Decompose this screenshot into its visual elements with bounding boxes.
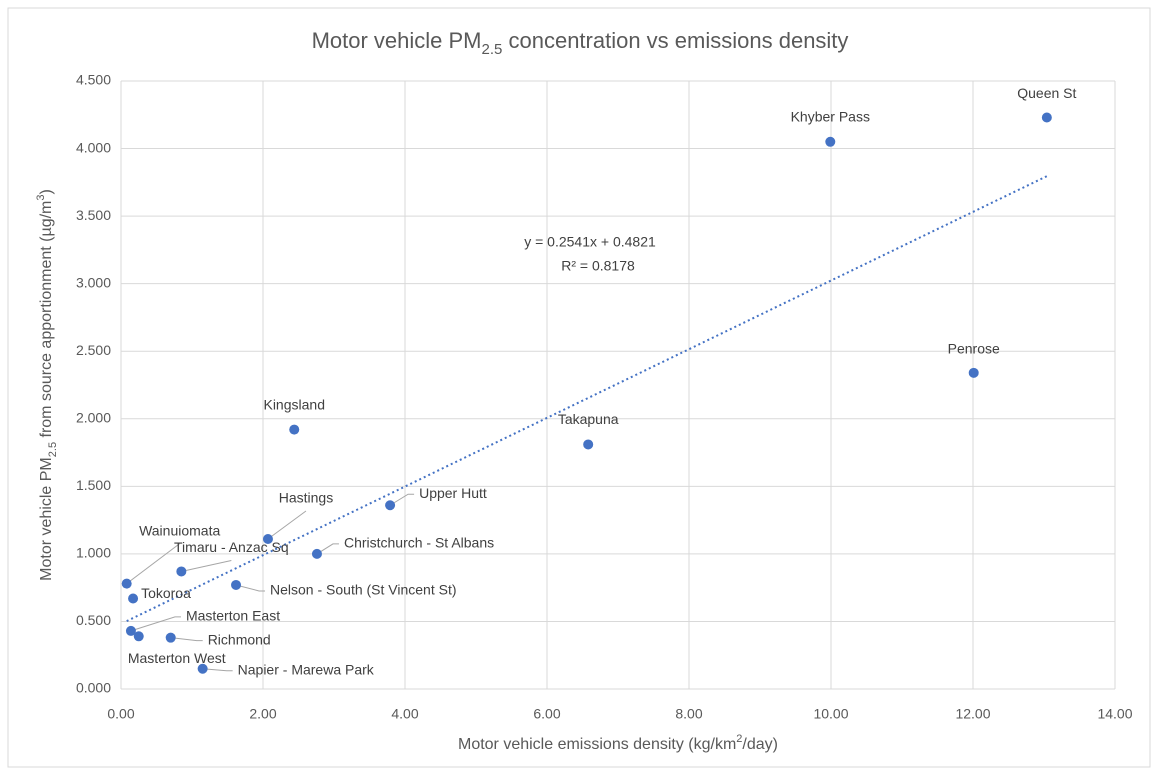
ylabel-part: ) — [38, 189, 55, 194]
y-tick-label: 3.500 — [76, 207, 111, 223]
point-label: Takapuna — [558, 411, 619, 427]
trendline-equation: y = 0.2541x + 0.4821 — [524, 234, 656, 250]
y-tick-label: 1.000 — [76, 545, 111, 561]
y-tick-label: 1.500 — [76, 477, 111, 493]
y-tick-label: 2.000 — [76, 409, 111, 425]
point — [176, 566, 187, 577]
leader-line — [235, 584, 266, 592]
point-label: Hastings — [279, 490, 333, 506]
y-tick-label: 0.500 — [76, 612, 111, 628]
point — [385, 500, 396, 511]
point — [231, 579, 242, 590]
point-label: Masterton West — [128, 650, 226, 666]
y-tick-label: 2.500 — [76, 342, 111, 358]
point — [197, 663, 208, 674]
point-label: Napier - Marewa Park — [238, 661, 375, 677]
y-tick-label: 4.500 — [76, 72, 111, 88]
y-tick-label: 3.000 — [76, 274, 111, 290]
leader-line — [389, 493, 415, 506]
point — [262, 534, 273, 545]
leader-line — [316, 543, 339, 555]
point — [165, 632, 176, 643]
ylabel-part: from source apportionment (µg/m — [38, 201, 55, 442]
point-label: Kingsland — [263, 396, 325, 412]
title-sub: 2.5 — [482, 41, 503, 58]
x-tick-label: 4.00 — [391, 706, 418, 722]
x-tick-label: 6.00 — [533, 706, 560, 722]
point-label: Timaru - Anzac Sq — [174, 539, 289, 555]
y-tick-label: 0.000 — [76, 680, 111, 696]
point-label: Khyber Pass — [791, 109, 870, 125]
point-label: Wainuiomata — [139, 522, 220, 538]
ylabel-sub: 2.5 — [47, 442, 59, 457]
point-label: Nelson - South (St Vincent St) — [270, 582, 457, 598]
point — [583, 439, 594, 450]
ylabel-sup: 3 — [35, 195, 47, 201]
x-tick-label: 14.00 — [1097, 706, 1132, 722]
point — [121, 578, 132, 589]
point — [133, 631, 144, 642]
point — [1041, 112, 1052, 123]
point — [968, 367, 979, 378]
y-axis-label: Motor vehicle PM2.5 from source apportio… — [35, 189, 59, 581]
point-label: Christchurch - St Albans — [344, 535, 494, 551]
trendline-r2: R² = 0.8178 — [561, 258, 635, 274]
xlabel-sup: 2 — [736, 733, 742, 745]
point — [128, 593, 139, 604]
point-label: Richmond — [208, 631, 271, 647]
point — [825, 136, 836, 147]
title-part: Motor vehicle PM — [312, 28, 482, 53]
y-tick-label: 4.000 — [76, 139, 111, 155]
title-part: concentration vs emissions density — [502, 28, 848, 53]
xlabel-part: /day) — [742, 736, 778, 753]
point-label: Queen St — [1017, 85, 1076, 101]
ylabel-part: Motor vehicle PM — [38, 457, 55, 581]
leader-line — [126, 543, 180, 585]
trendline — [126, 175, 1048, 623]
point — [125, 625, 136, 636]
chart-title: Motor vehicle PM2.5 concentration vs emi… — [312, 28, 849, 59]
x-tick-label: 2.00 — [249, 706, 276, 722]
x-axis-label: Motor vehicle emissions density (kg/km2/… — [458, 733, 778, 753]
point-label: Penrose — [948, 341, 1000, 357]
xlabel-part: Motor vehicle emissions density (kg/km — [458, 736, 736, 753]
x-tick-label: 12.00 — [955, 706, 990, 722]
point — [289, 424, 300, 435]
leader-line — [130, 616, 181, 632]
leader-line — [202, 668, 233, 672]
point-label: Tokoroa — [141, 585, 191, 601]
point-label: Upper Hutt — [419, 485, 487, 501]
leader-line — [267, 510, 307, 540]
leader-line — [170, 637, 203, 642]
leader-line — [181, 559, 232, 572]
x-tick-label: 0.00 — [107, 706, 134, 722]
point — [311, 548, 322, 559]
point-label: Masterton East — [186, 608, 280, 624]
x-tick-label: 10.00 — [813, 706, 848, 722]
x-tick-label: 8.00 — [675, 706, 702, 722]
